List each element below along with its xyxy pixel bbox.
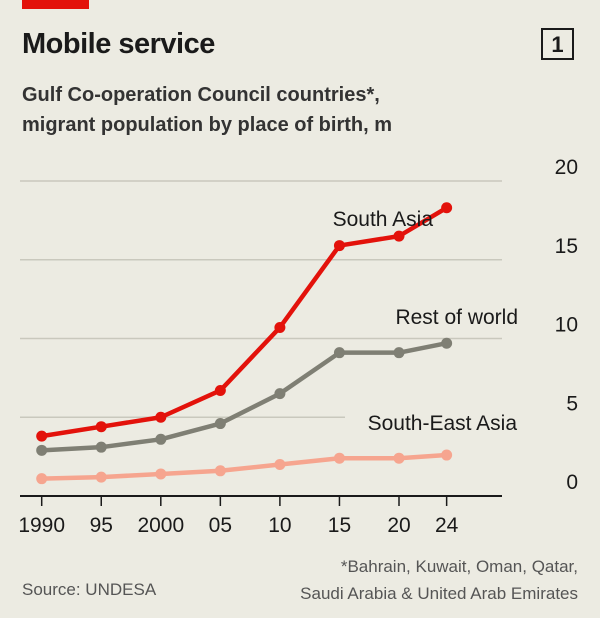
chart-title: Mobile service [22,28,215,60]
y-tick-label: 20 [555,156,578,179]
x-tick-label: 20 [387,514,410,537]
label-background [345,410,520,436]
series-line [41,341,448,453]
x-tick-label: 95 [90,514,113,537]
series-label: Rest of world [395,306,518,329]
source-note: Source: UNDESA [22,580,157,599]
footnote: *Bahrain, Kuwait, Oman, Qatar, Saudi Ara… [300,553,578,607]
y-tick-label: 5 [566,392,578,415]
subtitle-line: Gulf Co-operation Council countries*, [22,84,380,106]
data-point [441,449,453,461]
data-point [155,468,167,480]
y-tick-label: 15 [555,235,578,258]
data-point [393,347,405,359]
series-line [41,452,447,481]
x-tick-label: 2000 [137,514,184,537]
x-tick-label: 15 [328,514,351,537]
data-point [36,430,48,442]
series-label: South-East Asia [368,412,518,435]
series-line [41,205,448,439]
y-tick-label: 10 [555,314,578,337]
data-point [214,465,226,477]
data-point [333,347,345,359]
data-point [274,388,286,400]
data-point [441,337,453,349]
data-point [36,473,48,485]
data-point [155,433,167,445]
data-point [393,452,405,464]
x-tick-label: 05 [209,514,232,537]
x-tick-label: 1990 [18,514,65,537]
footnote-line: *Bahrain, Kuwait, Oman, Qatar, [340,557,578,576]
chart-number-badge: 1 [541,28,574,60]
x-tick-label: 10 [268,514,291,537]
data-point [36,444,48,456]
series-label: South Asia [333,208,434,231]
data-point [333,240,345,252]
data-point [214,384,226,396]
y-tick-label: 0 [566,471,578,494]
brand-bar [22,0,89,9]
data-point [214,418,226,430]
data-point [441,202,453,214]
data-point [95,421,107,433]
data-point [333,452,345,464]
data-point [274,321,286,333]
data-point [95,441,107,453]
data-point [95,471,107,483]
data-point [393,230,405,242]
chart-subtitle: Gulf Co-operation Council countries*, mi… [22,80,392,140]
data-point [274,459,286,470]
data-point [155,411,167,423]
subtitle-line: migrant population by place of birth, m [22,114,393,136]
x-tick-label: 24 [435,514,459,537]
footnote-line: Saudi Arabia & United Arab Emirates [300,584,578,603]
